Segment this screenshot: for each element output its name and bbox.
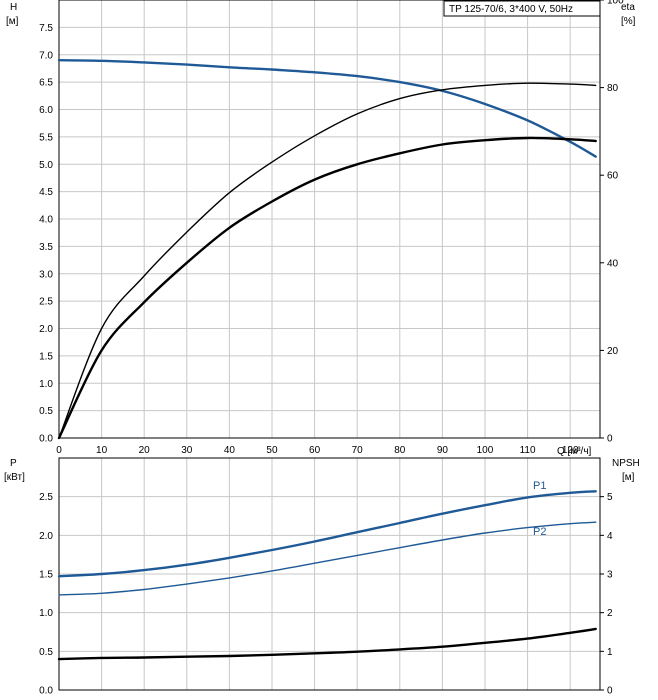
bottom-series-2-curve: [57, 627, 597, 661]
bottom-right-tick-4: 4: [607, 531, 613, 542]
bottom-left-tick-0.0: 0.0: [39, 686, 53, 697]
x-tick-110: 110: [520, 445, 536, 456]
top-left-tick-7.5: 7.5: [39, 23, 53, 34]
top-right-tick-0: 0: [607, 434, 613, 445]
x-tick-0: 0: [56, 445, 62, 456]
eta-axis-unit: [%]: [621, 16, 636, 27]
x-tick-60: 60: [309, 445, 321, 456]
bottom-right-tick-3: 3: [607, 570, 613, 581]
bottom-right-tick-2: 2: [607, 608, 613, 619]
top-left-tick-0.5: 0.5: [39, 406, 53, 417]
top-right-tick-80: 80: [607, 83, 619, 94]
top-left-tick-4.5: 4.5: [39, 187, 53, 198]
x-tick-20: 20: [139, 445, 151, 456]
p-axis-label: P: [10, 458, 17, 469]
top-left-tick-2.0: 2.0: [39, 324, 53, 335]
bottom-left-tick-0.5: 0.5: [39, 647, 53, 658]
bottom-left-tick-1.5: 1.5: [39, 570, 53, 581]
p1-curve: [57, 490, 597, 578]
top-chart-series: [57, 59, 597, 440]
top-right-tick-100: 100: [607, 0, 624, 7]
bottom-left-tick-2.5: 2.5: [39, 492, 53, 503]
top-left-tick-6.0: 6.0: [39, 105, 53, 116]
bottom-chart-gridlines: [58, 458, 600, 691]
top-series-0-curve: [57, 59, 597, 158]
top-left-tick-3.0: 3.0: [39, 269, 53, 280]
top-left-tick-0.0: 0.0: [39, 434, 53, 445]
bottom-right-tick-5: 5: [607, 492, 613, 503]
x-tick-120: 120: [562, 445, 579, 456]
bottom-right-tick-1: 1: [607, 647, 613, 658]
h-axis-label: H: [10, 2, 17, 13]
p1-series-label: P1: [533, 480, 546, 492]
top-left-tick-6.5: 6.5: [39, 78, 53, 89]
model-legend-text: TP 125-70/6, 3*400 V, 50Hz: [449, 4, 573, 15]
bottom-left-tick-2.0: 2.0: [39, 531, 53, 542]
h-axis-unit: [м]: [6, 16, 19, 27]
p2-series-label: P2: [533, 526, 546, 538]
top-left-tick-3.5: 3.5: [39, 242, 53, 253]
top-right-tick-40: 40: [607, 258, 619, 269]
top-chart-tick-labels: 0.0 0.5 1.0 1.5 2.0 2.5 3.0 3.5 4.0 4.5 5.0 5.5 6.0 6…: [39, 0, 624, 456]
x-tick-70: 70: [352, 445, 364, 456]
bottom-right-tick-0: 0: [607, 686, 613, 697]
top-left-tick-4.0: 4.0: [39, 215, 53, 226]
bottom-chart-series: [57, 490, 597, 661]
top-chart-frame: [58, 0, 601, 439]
q-axis-label: Q [м³/ч]: [557, 446, 592, 457]
eta-axis-label: eta: [621, 2, 635, 13]
bottom-left-tick-1.0: 1.0: [39, 608, 53, 619]
top-right-tick-20: 20: [607, 346, 619, 357]
top-left-tick-5.5: 5.5: [39, 132, 53, 143]
top-chart-gridlines: [58, 0, 600, 439]
top-left-tick-7.0: 7.0: [39, 50, 53, 61]
top-left-tick-1.0: 1.0: [39, 379, 53, 390]
top-right-tick-60: 60: [607, 171, 619, 182]
npsh-axis-label: NPSH: [612, 458, 640, 469]
p2-curve: [58, 521, 597, 596]
top-left-tick-1.5: 1.5: [39, 351, 53, 362]
x-tick-100: 100: [477, 445, 494, 456]
top-series-2-curve: [57, 136, 597, 440]
x-tick-90: 90: [437, 445, 449, 456]
top-left-tick-2.5: 2.5: [39, 297, 53, 308]
x-tick-40: 40: [224, 445, 236, 456]
p-axis-unit: [кВт]: [4, 472, 25, 483]
top-series-1-curve: [58, 82, 597, 439]
x-tick-30: 30: [181, 445, 193, 456]
x-tick-80: 80: [394, 445, 406, 456]
top-left-tick-5.0: 5.0: [39, 160, 53, 171]
x-tick-50: 50: [266, 445, 278, 456]
model-legend-box: TP 125-70/6, 3*400 V, 50Hz: [443, 0, 601, 17]
bottom-chart-tick-labels: 0.0 0.5 1.0 1.5 2.0 2.5 0 1 2 3 4 5: [39, 492, 613, 696]
x-tick-10: 10: [96, 445, 108, 456]
npsh-axis-unit: [м]: [622, 472, 635, 483]
